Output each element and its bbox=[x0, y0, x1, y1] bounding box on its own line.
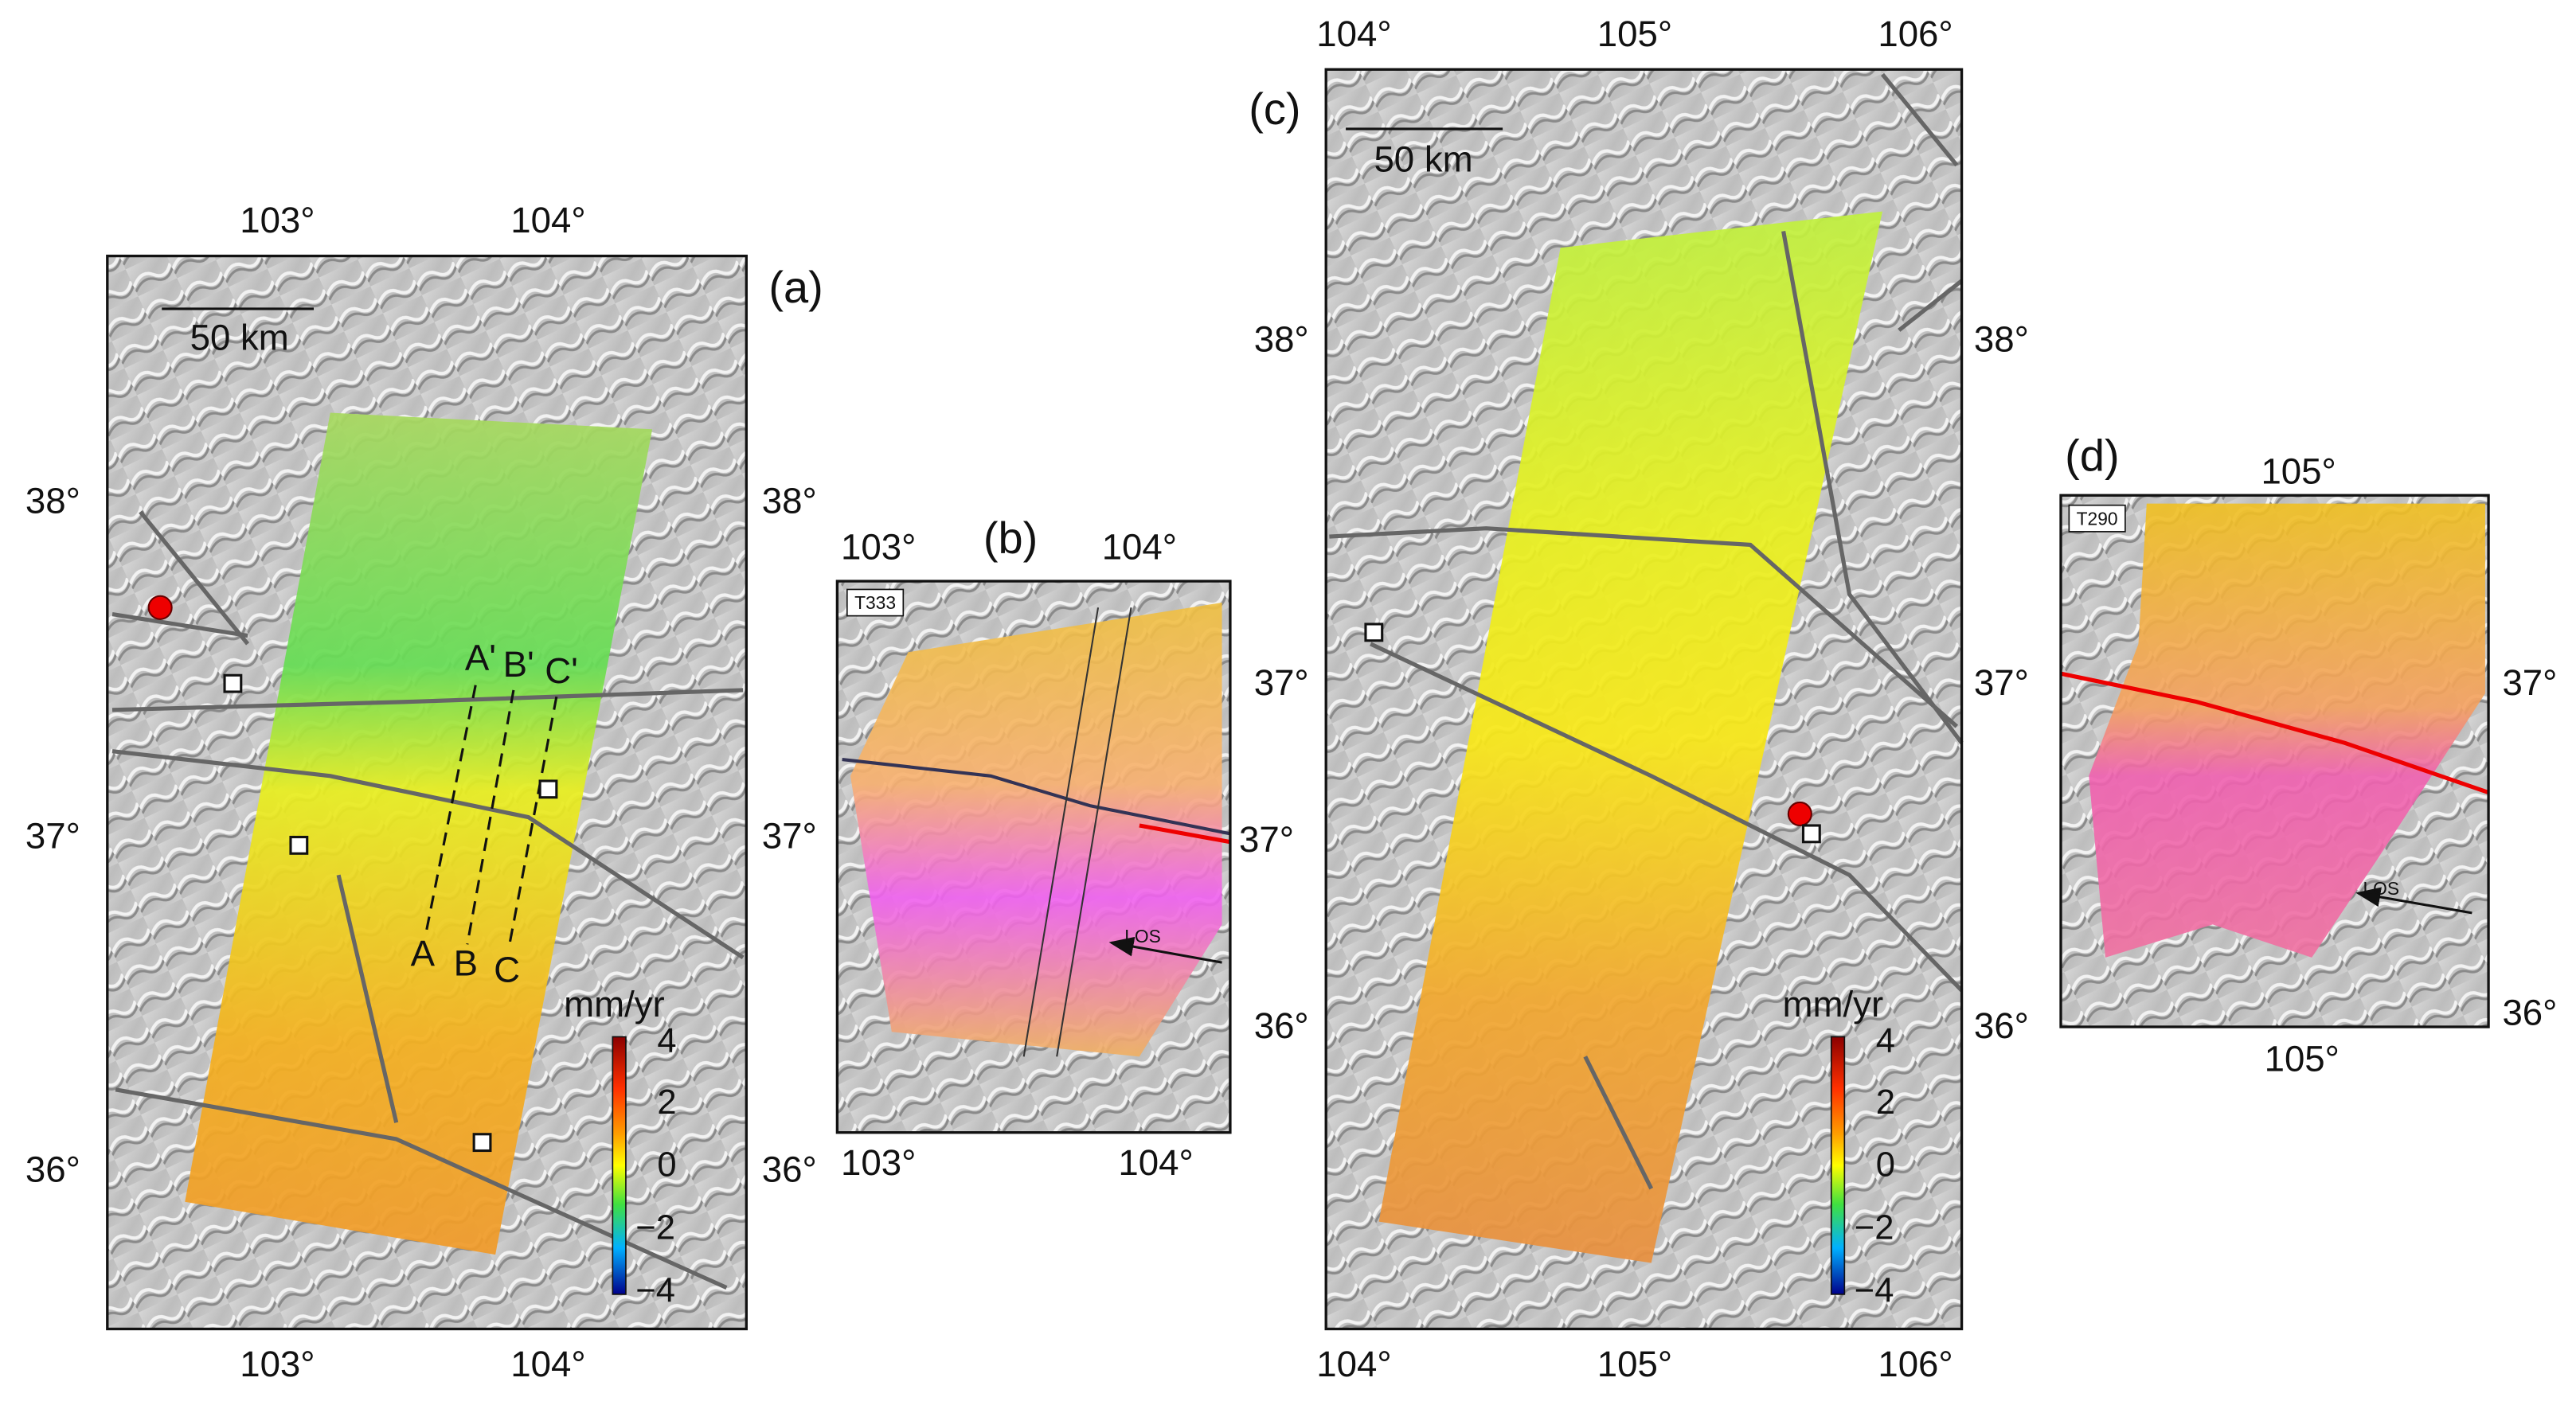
colorbar bbox=[612, 1036, 627, 1295]
track-box bbox=[2068, 504, 2126, 533]
panel-label: (a) bbox=[768, 262, 823, 312]
colorbar-unit: mm/yr bbox=[1782, 984, 1883, 1024]
panel-a: 50 km (a) 103° 104° 103° 104° 38° 37° 36… bbox=[25, 200, 823, 1384]
lat-label: 38° bbox=[25, 481, 80, 521]
map-frame bbox=[1324, 68, 1964, 1331]
fault bbox=[842, 757, 1231, 836]
colorbar-tick: −4 bbox=[635, 1271, 675, 1309]
lon-label: 105° bbox=[1597, 1344, 1672, 1384]
lat-label: 36° bbox=[1254, 1005, 1309, 1046]
lat-label: 36° bbox=[762, 1149, 817, 1190]
map-frame bbox=[106, 254, 748, 1331]
epicenter bbox=[1787, 801, 1812, 827]
colorbar-tick: 4 bbox=[1876, 1022, 1895, 1060]
panel-label: (c) bbox=[1249, 84, 1300, 134]
los-label: LOS bbox=[2363, 878, 2399, 899]
lon-label: 103° bbox=[841, 1142, 916, 1183]
panel-d: T290 LOS (d) 105° 105° 37° 36° bbox=[2059, 430, 2557, 1079]
profile-lines bbox=[424, 685, 558, 950]
panel-b: T333 LOS (b) 103° 104° 103° 104° 37° bbox=[835, 513, 1294, 1183]
colorbar-tick: 2 bbox=[1876, 1083, 1895, 1122]
lat-label: 36° bbox=[25, 1149, 80, 1190]
lon-label: 105° bbox=[1597, 14, 1672, 54]
colorbar-tick: −2 bbox=[1855, 1209, 1894, 1247]
faults bbox=[111, 510, 745, 1290]
colorbar-tick: −2 bbox=[635, 1209, 675, 1247]
track-box bbox=[846, 588, 905, 617]
track-label: T290 bbox=[2077, 508, 2118, 529]
lon-label: 104° bbox=[1316, 1344, 1391, 1384]
panel-c: 50 km (c) 104° 105° 106° 104° 105° 106° … bbox=[1249, 14, 2029, 1384]
profile-label: C' bbox=[545, 650, 578, 691]
lat-label: 37° bbox=[2502, 662, 2557, 703]
lon-label: 104° bbox=[510, 1344, 585, 1384]
profile-box bbox=[1022, 607, 1132, 1057]
lat-label: 37° bbox=[25, 816, 80, 857]
lat-label: 37° bbox=[762, 816, 817, 857]
colorbar-tick: 4 bbox=[657, 1022, 676, 1060]
colorbar-tick: 2 bbox=[657, 1083, 676, 1122]
profile-label: A bbox=[411, 933, 436, 974]
lon-label: 106° bbox=[1878, 1344, 1953, 1384]
velocity-swath bbox=[2089, 503, 2485, 958]
velocity-swath bbox=[185, 412, 653, 1255]
colorbar-unit: mm/yr bbox=[564, 984, 665, 1024]
scale-label: 50 km bbox=[190, 317, 289, 357]
profile-label: B bbox=[454, 943, 478, 983]
lat-label: 37° bbox=[1974, 662, 2029, 703]
los-label: LOS bbox=[1124, 926, 1161, 946]
lat-label: 36° bbox=[2502, 993, 2557, 1033]
lon-label: 103° bbox=[841, 527, 916, 568]
lon-label: 105° bbox=[2261, 451, 2336, 491]
fault-rupture bbox=[1139, 823, 1231, 845]
track-label: T333 bbox=[854, 592, 896, 613]
lon-label: 103° bbox=[240, 200, 315, 240]
lat-label: 37° bbox=[1254, 662, 1309, 703]
panel-label: (d) bbox=[2065, 430, 2119, 480]
map-frame bbox=[2059, 494, 2490, 1028]
colorbar-tick: 0 bbox=[1876, 1146, 1895, 1184]
colorbar-tick: 0 bbox=[657, 1146, 676, 1184]
gps-stations bbox=[1364, 622, 1821, 844]
gps-stations bbox=[223, 673, 558, 1153]
fault-rupture bbox=[2060, 671, 2489, 794]
colorbar bbox=[1830, 1036, 1846, 1295]
velocity-swath bbox=[1378, 211, 1883, 1263]
lat-label: 38° bbox=[762, 481, 817, 521]
los-arrow bbox=[1108, 936, 1222, 964]
lon-label: 104° bbox=[1118, 1142, 1193, 1183]
map-frame bbox=[835, 580, 1232, 1134]
lat-label: 36° bbox=[1974, 1005, 2029, 1046]
faults bbox=[1329, 72, 1964, 1190]
colorbar-tick: −4 bbox=[1855, 1271, 1894, 1309]
profile-label: A' bbox=[465, 638, 496, 678]
panel-label: (b) bbox=[983, 513, 1038, 563]
scale-label: 50 km bbox=[1374, 139, 1472, 179]
lon-label: 103° bbox=[240, 1344, 315, 1384]
lat-label: 38° bbox=[1254, 318, 1309, 359]
los-arrow bbox=[2355, 887, 2472, 915]
lon-label: 106° bbox=[1878, 14, 1953, 54]
lon-label: 104° bbox=[1102, 527, 1177, 568]
lon-label: 104° bbox=[1316, 14, 1391, 54]
profile-label: B' bbox=[503, 644, 534, 685]
lat-label: 38° bbox=[1974, 318, 2029, 359]
lon-label: 104° bbox=[510, 200, 585, 240]
epicenter bbox=[147, 595, 173, 620]
lat-label: 37° bbox=[1239, 819, 1294, 860]
profile-label: C bbox=[494, 950, 520, 990]
lon-label: 105° bbox=[2265, 1039, 2340, 1079]
